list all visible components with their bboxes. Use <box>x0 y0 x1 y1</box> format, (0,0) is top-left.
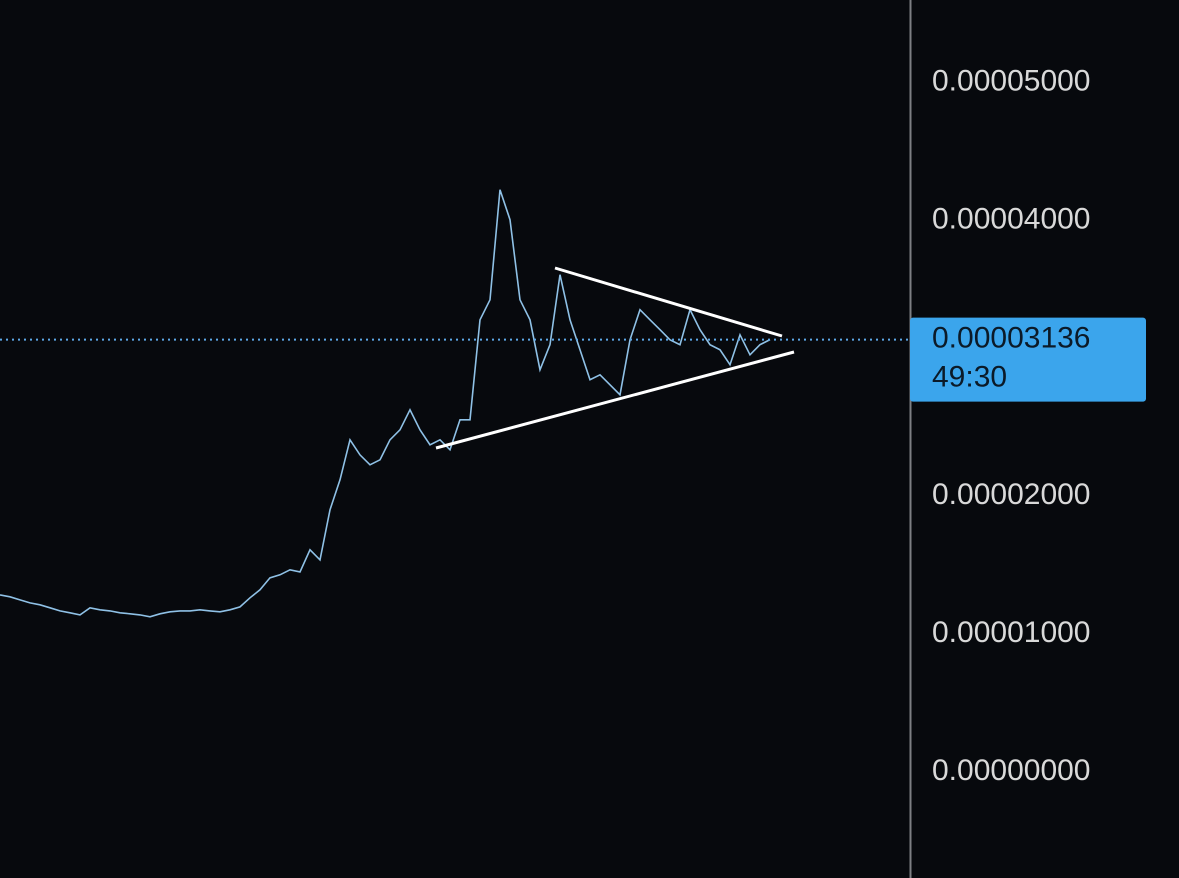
countdown: 49:30 <box>932 361 1007 394</box>
y-tick-label: 0.00001000 <box>932 616 1091 649</box>
trendline-lower <box>435 350 795 450</box>
y-tick-label: 0.00005000 <box>932 65 1091 98</box>
y-tick-label: 0.00004000 <box>932 202 1091 235</box>
y-tick-label: 0.00000000 <box>932 754 1091 787</box>
trendline-upper <box>554 266 783 338</box>
price-label: 0.00003136 <box>932 322 1091 355</box>
y-tick-label: 0.00002000 <box>932 478 1091 511</box>
price-label-box <box>910 317 1146 402</box>
price-line <box>0 189 771 618</box>
